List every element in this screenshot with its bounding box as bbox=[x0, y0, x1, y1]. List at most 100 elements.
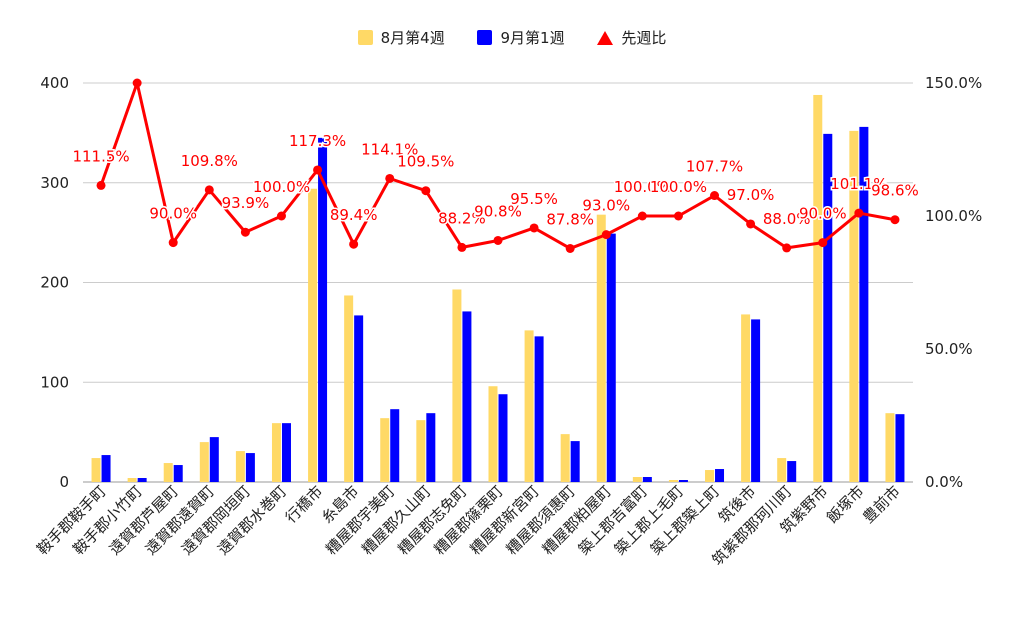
data-label: 109.5% bbox=[397, 153, 454, 171]
line-point bbox=[637, 211, 647, 221]
bar-series-1 bbox=[560, 434, 570, 482]
bar-series-1 bbox=[163, 463, 173, 482]
line-point bbox=[890, 215, 900, 225]
line-point bbox=[132, 78, 142, 88]
legend-item-series-2[interactable]: 9月第1週 bbox=[477, 27, 565, 48]
bar-series-1 bbox=[705, 470, 715, 482]
bar-series-1 bbox=[885, 413, 895, 482]
bar-series-1 bbox=[813, 94, 823, 482]
line-point bbox=[529, 223, 539, 233]
legend-label-series-1: 8月第4週 bbox=[380, 29, 445, 47]
bar-series-1 bbox=[849, 130, 859, 482]
data-label: 111.5% bbox=[72, 147, 129, 165]
data-label: 97.0% bbox=[727, 186, 775, 204]
bar-series-2 bbox=[318, 137, 328, 483]
line-point bbox=[493, 235, 503, 245]
line-point bbox=[421, 186, 431, 196]
bar-series-2 bbox=[859, 126, 869, 482]
bar-series-1 bbox=[271, 423, 281, 482]
bar-series-2 bbox=[751, 319, 761, 482]
bar-series-2 bbox=[606, 233, 616, 482]
line-point bbox=[457, 242, 467, 252]
data-label: 95.5% bbox=[510, 190, 558, 208]
data-label: 100.0% bbox=[650, 178, 707, 196]
legend-label-series-2: 9月第1週 bbox=[500, 29, 565, 47]
line-point bbox=[854, 208, 864, 218]
legend-label-series-3: 先週比 bbox=[621, 29, 667, 47]
bar-series-1 bbox=[488, 386, 498, 482]
data-label: 90.8% bbox=[474, 202, 522, 220]
bar-series-1 bbox=[91, 458, 101, 482]
line-point bbox=[313, 165, 323, 175]
bar-series-2 bbox=[787, 461, 797, 482]
bar-series-1 bbox=[380, 418, 390, 482]
bar-series-2 bbox=[281, 423, 291, 482]
line-point bbox=[276, 211, 286, 221]
bar-series-1 bbox=[127, 478, 137, 482]
data-label: 89.4% bbox=[330, 206, 378, 224]
y-right-tick-label: 150.0% bbox=[925, 74, 982, 92]
bar-series-2 bbox=[642, 477, 652, 482]
bar-series-1 bbox=[524, 330, 534, 482]
line-point bbox=[782, 243, 792, 253]
y-left-tick-label: 100 bbox=[40, 373, 69, 391]
bar-series-1 bbox=[344, 295, 354, 482]
line-point bbox=[385, 173, 395, 183]
line-point bbox=[818, 238, 828, 248]
line-point bbox=[96, 180, 106, 190]
bar-series-2 bbox=[209, 437, 219, 482]
legend: 8月第4週 9月第1週 先週比 bbox=[0, 27, 1024, 48]
line-point bbox=[168, 238, 178, 248]
bar-series-2 bbox=[390, 409, 400, 482]
data-label: 98.6% bbox=[871, 182, 919, 200]
line-point bbox=[710, 191, 720, 201]
line-point bbox=[565, 243, 575, 253]
data-label: 100.0% bbox=[614, 178, 671, 196]
line-point bbox=[601, 230, 611, 240]
bar-series-1 bbox=[199, 442, 209, 482]
y-left-tick-label: 300 bbox=[40, 174, 69, 192]
bar-series-2 bbox=[354, 315, 364, 482]
bar-series-2 bbox=[534, 336, 544, 482]
bar-series-2 bbox=[462, 311, 472, 482]
x-tick-label: 豊前市 bbox=[859, 482, 904, 527]
bar-series-2 bbox=[498, 394, 508, 482]
bar-series-2 bbox=[715, 469, 725, 482]
line-point bbox=[204, 185, 214, 195]
bar-series-2 bbox=[823, 133, 833, 482]
x-tick-label: 行橋市 bbox=[282, 482, 327, 527]
data-label: 88.2% bbox=[438, 209, 486, 227]
bar-series-1 bbox=[235, 451, 245, 482]
bar-series-1 bbox=[632, 477, 642, 482]
legend-swatch-series-2 bbox=[477, 30, 493, 45]
bar-series-1 bbox=[308, 188, 318, 483]
bar-series-1 bbox=[596, 214, 606, 483]
bar-series-1 bbox=[668, 480, 678, 482]
data-label: 93.0% bbox=[582, 197, 630, 215]
legend-item-series-3[interactable]: 先週比 bbox=[597, 27, 666, 48]
bar-series-2 bbox=[895, 414, 905, 482]
y-right-tick-label: 100.0% bbox=[925, 207, 982, 225]
data-label: 90.0% bbox=[799, 205, 847, 223]
bar-series-1 bbox=[777, 458, 787, 482]
data-label: 101.1% bbox=[830, 175, 887, 193]
bar-series-1 bbox=[452, 289, 462, 482]
y-left-tick-label: 0 bbox=[59, 473, 69, 491]
bar-series-2 bbox=[570, 441, 580, 482]
data-label: 87.8% bbox=[546, 210, 594, 228]
legend-swatch-series-1 bbox=[357, 30, 373, 45]
data-label: 117.3% bbox=[289, 132, 346, 150]
line-point bbox=[240, 227, 250, 237]
legend-item-series-1[interactable]: 8月第4週 bbox=[357, 27, 445, 48]
bar-series-2 bbox=[245, 453, 255, 482]
bar-series-1 bbox=[416, 420, 426, 482]
y-right-tick-label: 0.0% bbox=[925, 473, 963, 491]
data-label: 114.1% bbox=[361, 140, 418, 158]
x-tick-label: 飯塚市 bbox=[823, 482, 868, 527]
y-right-tick-label: 50.0% bbox=[925, 340, 973, 358]
data-label: 88.0% bbox=[763, 210, 811, 228]
bar-series-2 bbox=[101, 455, 111, 482]
data-label: 93.9% bbox=[222, 194, 270, 212]
y-left-tick-label: 400 bbox=[40, 74, 69, 92]
